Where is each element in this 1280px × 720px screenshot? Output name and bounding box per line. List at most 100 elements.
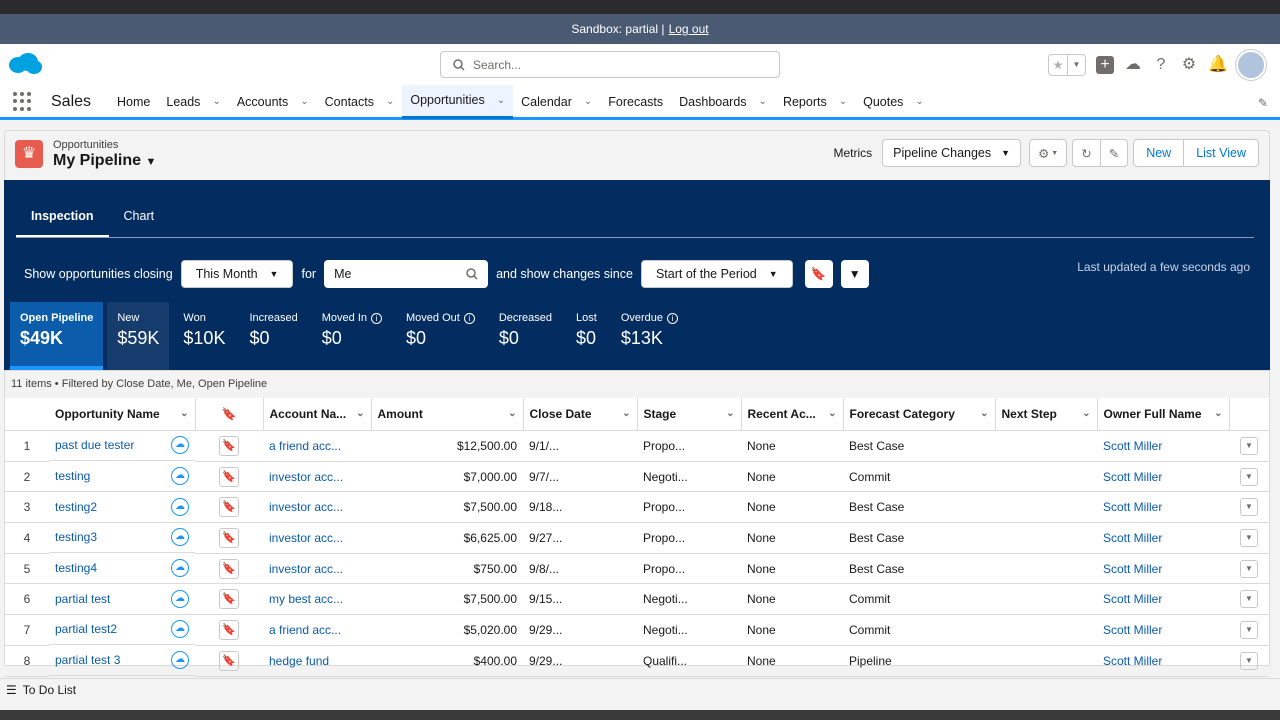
todo-list-item[interactable]: To Do List [22,683,77,697]
account-link[interactable]: investor acc... [269,500,344,515]
bookmark-icon[interactable]: 🔖 [219,558,239,579]
chevron-down-icon[interactable]: ⌄ [508,408,517,420]
tab-chart[interactable]: Chart [123,209,155,223]
owner-link[interactable]: Scott Miller [1103,530,1163,545]
opportunity-link[interactable]: testing4 [55,561,98,576]
nav-item-contacts[interactable]: Contacts ⌄ [324,94,395,109]
row-actions-chevron-icon[interactable]: ▼ [1240,498,1258,517]
chevron-down-icon[interactable]: ▼ [1067,55,1085,75]
bookmark-icon[interactable]: 🔖 [219,619,239,640]
changes-since-select[interactable]: Start of the Period ▼ [640,260,793,288]
info-icon[interactable]: i [463,312,475,324]
salesforce-cloud-icon[interactable] [8,52,42,76]
nav-item-dashboards[interactable]: Dashboards ⌄ [679,94,767,109]
chevron-down-icon[interactable]: ⌄ [838,96,848,107]
bookmark-icon[interactable]: 🔖 [219,435,239,456]
col-owner[interactable]: Owner Full Name [1103,406,1202,421]
global-search[interactable]: Search... [440,51,780,78]
col-forecast-category[interactable]: Forecast Category [849,406,955,421]
avatar[interactable] [1236,50,1266,80]
metric-card[interactable]: Won $10K [173,302,235,370]
refresh-button[interactable]: ↻ [1072,139,1101,167]
opportunity-icon[interactable]: ☁ [171,589,189,608]
chevron-down-icon[interactable]: ⌄ [1082,408,1091,420]
opportunity-link[interactable]: past due tester [55,438,135,453]
account-link[interactable]: investor acc... [269,561,344,576]
nav-item-reports[interactable]: Reports ⌄ [782,94,848,109]
opportunity-link[interactable]: partial test 3 [55,653,121,668]
chevron-down-icon[interactable]: ⌄ [758,96,767,107]
row-actions-chevron-icon[interactable]: ▼ [1240,528,1258,547]
row-actions-chevron-icon[interactable]: ▼ [1240,620,1258,639]
tab-inspection[interactable]: Inspection [16,198,109,237]
opportunity-icon[interactable]: ☁ [171,651,189,670]
bookmark-icon[interactable]: 🔖 [219,527,239,548]
chevron-down-icon[interactable]: ⌄ [726,408,735,420]
chevron-down-icon[interactable]: ⌄ [212,96,221,107]
bell-icon[interactable]: 🔔 [1208,56,1228,73]
opportunity-link[interactable]: partial test [55,591,111,606]
chevron-down-icon[interactable]: ⌄ [915,96,924,107]
account-link[interactable]: a friend acc... [269,622,342,637]
chevron-down-icon[interactable]: ⌄ [583,96,593,107]
caret-down-icon[interactable]: ▼ [145,156,157,168]
nav-item-quotes[interactable]: Quotes ⌄ [863,94,924,109]
nav-item-forecasts[interactable]: Forecasts [608,94,664,109]
opportunity-icon[interactable]: ☁ [171,467,189,486]
chevron-down-icon[interactable]: ⌄ [622,408,631,420]
metric-card[interactable]: New $59K [107,302,170,370]
opportunity-icon[interactable]: ☁ [171,620,189,639]
bookmark-icon[interactable]: 🔖 [219,589,239,610]
col-recent-activity[interactable]: Recent Ac... [747,406,816,421]
row-actions-chevron-icon[interactable]: ▼ [1240,559,1258,578]
account-link[interactable]: my best acc... [269,592,344,607]
chevron-down-icon[interactable]: ⌄ [356,408,365,420]
chevron-down-icon[interactable]: ⌄ [828,408,837,420]
edit-button[interactable]: ✎ [1099,139,1129,167]
nav-item-opportunities[interactable]: Opportunities ⌄ [402,84,514,119]
opportunity-icon[interactable]: ☁ [171,528,189,547]
metric-card[interactable]: Moved Out i $0 [396,302,485,370]
nav-item-home[interactable]: Home [117,94,151,109]
metric-card[interactable]: Increased $0 [239,302,307,370]
bookmark-icon[interactable]: 🔖 [219,466,239,487]
metric-card[interactable]: Overdue i $13K [611,302,688,370]
account-link[interactable]: investor acc... [269,469,344,484]
help-icon[interactable]: ? [1156,56,1166,73]
chevron-down-icon[interactable]: ⌄ [385,96,395,107]
owner-link[interactable]: Scott Miller [1103,469,1163,484]
bookmark-icon[interactable]: 🔖 [219,650,239,671]
col-account-name[interactable]: Account Na... [269,406,347,421]
info-icon[interactable]: i [371,312,383,324]
chevron-down-icon[interactable]: ⌄ [300,96,309,107]
col-stage[interactable]: Stage [643,406,677,421]
opportunity-link[interactable]: testing2 [55,499,98,514]
metric-card[interactable]: Open Pipeline $49K [10,302,104,370]
opportunity-link[interactable]: testing [55,469,91,484]
col-amount[interactable]: Amount [377,406,423,421]
bookmark-icon[interactable]: 🔖 [219,497,239,518]
opportunity-link[interactable]: partial test2 [55,622,118,637]
col-opportunity-name[interactable]: Opportunity Name [55,406,160,421]
filter-button[interactable]: ▼ [840,260,869,288]
opportunity-link[interactable]: testing3 [55,530,98,545]
chevron-down-icon[interactable]: ⌄ [980,408,989,420]
owner-link[interactable]: Scott Miller [1103,561,1163,576]
favorites-button[interactable]: ★ ▼ [1048,54,1086,76]
owner-link[interactable]: Scott Miller [1103,653,1163,668]
settings-menu-button[interactable]: ⚙ ▼ [1029,139,1068,167]
col-close-date[interactable]: Close Date [529,406,592,421]
account-link[interactable]: a friend acc... [269,438,342,453]
owner-link[interactable]: Scott Miller [1103,622,1163,637]
account-link[interactable]: hedge fund [269,653,330,668]
owner-link[interactable]: Scott Miller [1103,592,1163,607]
app-launcher-icon[interactable] [13,91,33,112]
edit-nav-icon[interactable]: ✎ [1257,96,1268,110]
logout-link[interactable]: Log out [668,22,709,36]
chevron-down-icon[interactable]: ⌄ [1214,408,1223,420]
closing-select[interactable]: This Month ▼ [180,260,294,288]
nav-item-calendar[interactable]: Calendar ⌄ [521,94,593,109]
account-link[interactable]: investor acc... [269,530,344,545]
chevron-down-icon[interactable]: ⌄ [496,94,506,106]
owner-lookup-input[interactable]: Me [324,260,489,288]
